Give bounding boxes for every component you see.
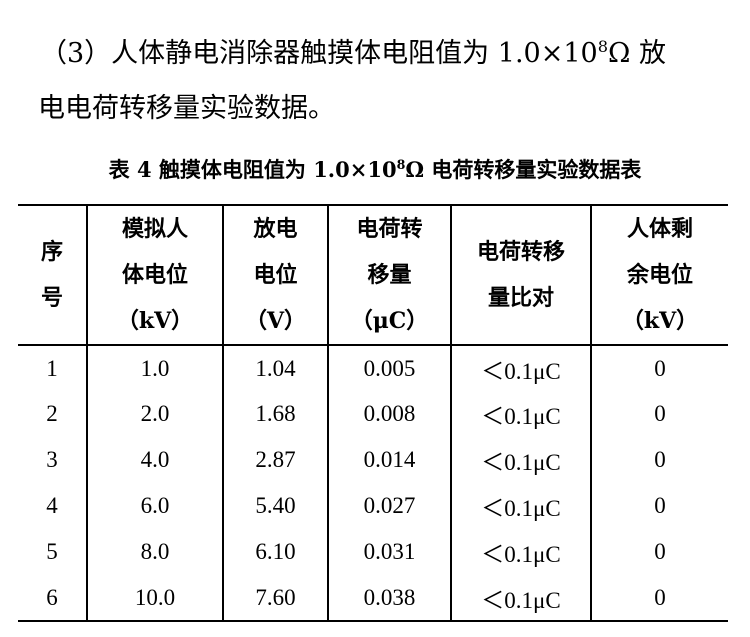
table-body: 1 1.0 1.04 0.005 ＜0.1μC 0 2 2.0 1.68 0.008 ＜0.1μC 0… [18,345,728,621]
table-cell: 3 [46,447,58,472]
table-cell: 0.008 [327,391,451,437]
table-cell: 8.0 [86,529,223,575]
table-cell: 7.60 [222,575,328,621]
header-text: 放电 [253,216,298,242]
caption-text: Ω 电荷转移量实验数据表 [405,157,642,182]
table-row: 4 6.0 5.40 0.027 ＜0.1μC 0 [18,483,728,529]
header-text: 电荷转 [356,216,423,242]
table-cell: 4.0 [86,437,223,483]
column-header: 模拟人体电位 （kV） [86,205,223,345]
column-header: 人体剩余电位 （kV） [590,205,728,345]
table-cell: 0.038 [327,575,451,621]
table-cell: 10.0 [86,575,223,621]
column-header: 序号 [18,205,87,345]
table-cell: 5.40 [222,483,328,529]
table-row: 5 8.0 6.10 0.031 ＜0.1μC 0 [18,529,728,575]
table-cell: 4 [46,493,58,518]
table-cell: 0 [590,345,728,391]
table-cell: ＜0.1μC [450,391,591,437]
exponent: 8 [396,157,406,172]
table-cell: 5 [46,539,58,564]
header-text: 余电位 [626,262,693,288]
paragraph-line-2: 电电荷转移量实验数据。 [38,93,335,124]
header-text: （kV） [116,308,194,334]
table-caption: 表 4 触摸体电阻值为 1.0×108Ω 电荷转移量实验数据表 [0,154,750,184]
column-header: 电荷转移量 （μC） [327,205,451,345]
header-text: 量比对 [487,285,554,311]
table-cell: 0.031 [327,529,451,575]
column-header: 电荷转移 量比对 [450,205,591,345]
table-cell: 0 [590,483,728,529]
table-cell: 0.014 [327,437,451,483]
header-text: 电荷转移 [476,239,565,265]
paragraph-text: （3）人体静电消除器触摸体电阻值为 1.0×10 [40,38,598,69]
table-row: 1 1.0 1.04 0.005 ＜0.1μC 0 [18,345,728,391]
header-row: 序号模拟人 体电位 （kV） 放电 电位 （V） 电荷转 移量 （μC） 电荷转移 量比对 人体剩 余电… [18,205,728,345]
table-row: 3 4.0 2.87 0.014 ＜0.1μC 0 [18,437,728,483]
table-cell: 1 [46,355,58,381]
table-cell: 0 [590,575,728,621]
header-text: （V） [244,308,307,334]
table-row: 6 10.0 7.60 0.038 ＜0.1μC 0 [18,575,728,621]
header-text: 人体剩 [626,216,693,242]
header-text: 体电位 [121,262,188,288]
header-text: 电位 [253,262,298,288]
table-cell: 6.0 [86,483,223,529]
table-cell: ＜0.1μC [450,483,591,529]
header-text: （μC） [350,308,429,334]
table-cell: 0 [590,437,728,483]
paragraph-line-1: （3）人体静电消除器触摸体电阻值为 1.0×108Ω 放 [40,30,666,71]
table-cell: 2 [46,401,58,426]
table-cell: 2.87 [222,437,328,483]
table-cell: 2.0 [86,391,223,437]
table-cell: 1.04 [222,345,328,391]
header-text: 号 [40,285,63,311]
table-cell: ＜0.1μC [450,529,591,575]
table-cell: ＜0.1μC [450,437,591,483]
data-table: 序号模拟人 体电位 （kV） 放电 电位 （V） 电荷转 移量 （μC） 电荷转移 量比对 人体剩 余电… [18,204,728,622]
header-text: 序 [40,239,63,265]
table-row: 2 2.0 1.68 0.008 ＜0.1μC 0 [18,391,728,437]
table-cell: 6 [46,584,58,610]
table-cell: 0 [590,529,728,575]
table-cell: 0 [590,391,728,437]
paragraph-text: Ω 放 [608,38,666,69]
header-text: （kV） [621,308,699,334]
table-cell: ＜0.1μC [450,345,591,391]
table-cell: 0.027 [327,483,451,529]
header-text: 移量 [367,262,412,288]
column-header: 放电电位 （V） [222,205,328,345]
table-cell: 1.0 [86,345,223,391]
table-cell: 6.10 [222,529,328,575]
table-cell: 1.68 [222,391,328,437]
caption-text: 表 4 触摸体电阻值为 1.0×10 [108,157,397,182]
exponent: 8 [597,37,608,56]
table-cell: ＜0.1μC [450,575,591,621]
table-cell: 0.005 [327,345,451,391]
header-text: 模拟人 [121,216,188,242]
